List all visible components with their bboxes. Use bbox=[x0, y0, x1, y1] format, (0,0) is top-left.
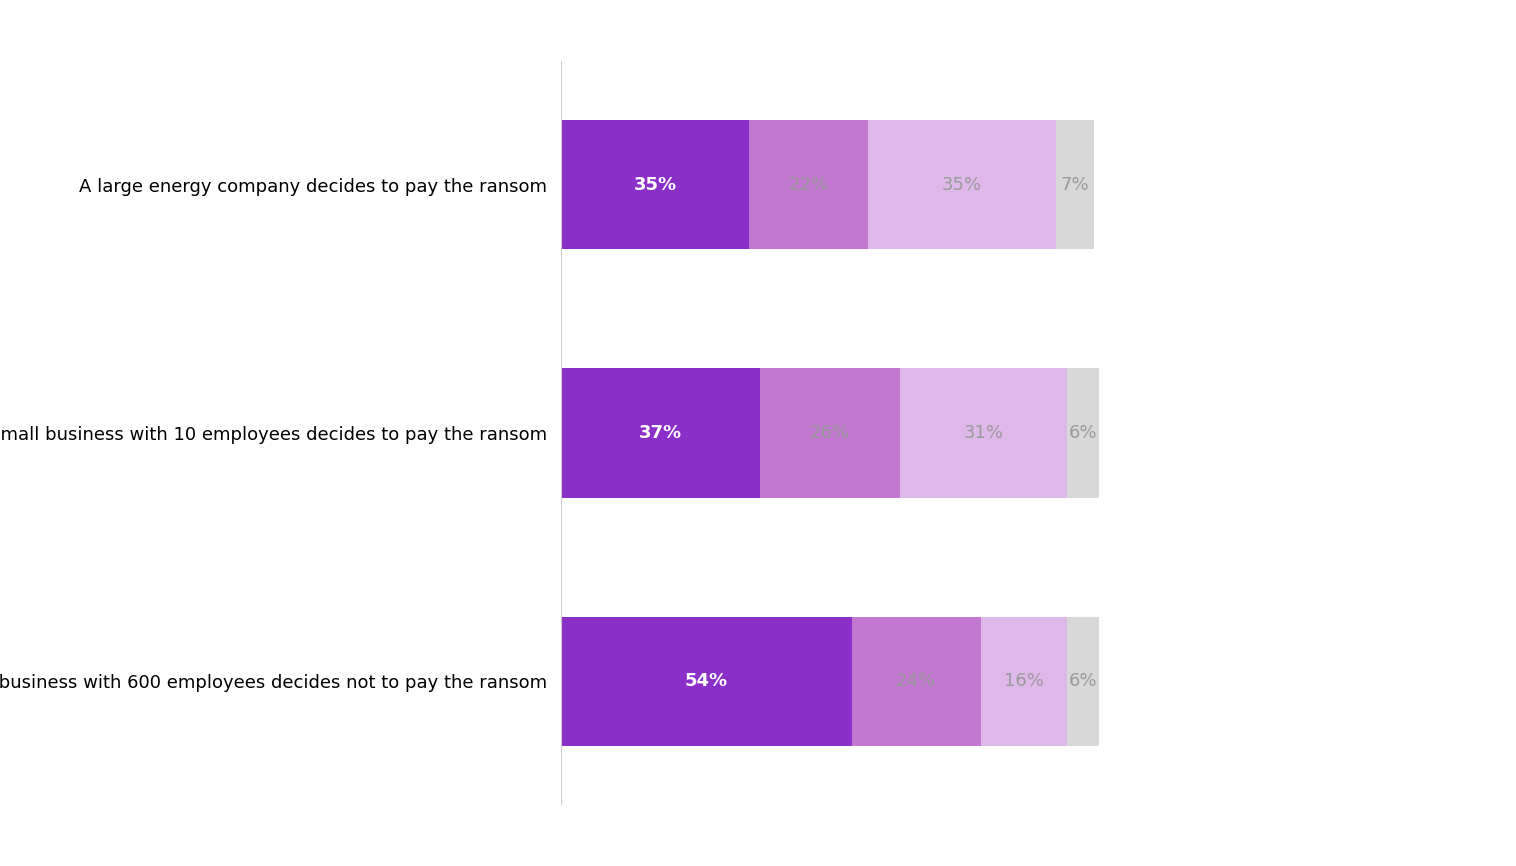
Text: 16%: 16% bbox=[1004, 672, 1043, 690]
Text: 7%: 7% bbox=[1061, 176, 1088, 194]
Bar bbox=[867, 120, 1057, 249]
Bar bbox=[760, 368, 901, 498]
Text: 54%: 54% bbox=[685, 672, 728, 690]
Text: 35%: 35% bbox=[941, 176, 982, 194]
Text: 24%: 24% bbox=[896, 672, 937, 690]
Bar bbox=[561, 120, 749, 249]
Text: 35%: 35% bbox=[634, 176, 676, 194]
Text: 31%: 31% bbox=[963, 424, 1004, 442]
Bar bbox=[1067, 617, 1099, 746]
Text: 6%: 6% bbox=[1069, 424, 1098, 442]
Bar bbox=[1057, 120, 1093, 249]
Bar bbox=[852, 617, 981, 746]
Bar bbox=[1067, 368, 1099, 498]
Bar bbox=[561, 617, 852, 746]
Text: 26%: 26% bbox=[810, 424, 850, 442]
Bar bbox=[561, 368, 760, 498]
Text: 37%: 37% bbox=[638, 424, 682, 442]
Text: 22%: 22% bbox=[788, 176, 829, 194]
Text: 6%: 6% bbox=[1069, 672, 1098, 690]
Bar bbox=[981, 617, 1067, 746]
Bar bbox=[749, 120, 867, 249]
Bar bbox=[901, 368, 1067, 498]
